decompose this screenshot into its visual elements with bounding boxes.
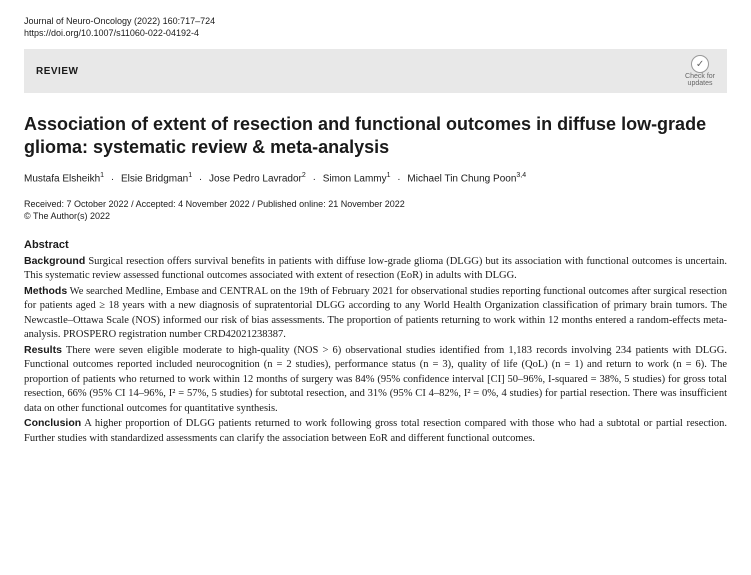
background-text: Surgical resection offers survival benef… bbox=[24, 256, 727, 281]
author-2-aff: 1 bbox=[188, 172, 192, 179]
check-label-1: Check for bbox=[685, 73, 715, 80]
check-label-2: updates bbox=[688, 80, 713, 87]
conclusion-label: Conclusion bbox=[24, 417, 81, 429]
journal-line: Journal of Neuro-Oncology (2022) 160:717… bbox=[24, 16, 727, 28]
article-dates: Received: 7 October 2022 / Accepted: 4 N… bbox=[24, 199, 727, 209]
author-1: Mustafa Elsheikh bbox=[24, 174, 100, 185]
author-2: Elsie Bridgman bbox=[121, 174, 188, 185]
methods-label: Methods bbox=[24, 285, 67, 297]
author-5-aff: 3,4 bbox=[516, 172, 526, 179]
methods-text: We searched Medline, Embase and CENTRAL … bbox=[24, 286, 727, 340]
review-label: REVIEW bbox=[36, 66, 78, 77]
doi-link[interactable]: https://doi.org/10.1007/s11060-022-04192… bbox=[24, 28, 727, 40]
results-text: There were seven eligible moderate to hi… bbox=[24, 345, 727, 414]
article-title: Association of extent of resection and f… bbox=[24, 113, 727, 158]
conclusion-text: A higher proportion of DLGG patients ret… bbox=[24, 418, 727, 443]
author-3: Jose Pedro Lavrador bbox=[209, 174, 302, 185]
abstract-heading: Abstract bbox=[24, 239, 727, 251]
check-updates-icon: ✓ bbox=[691, 55, 709, 73]
abstract-body: Background Surgical resection offers sur… bbox=[24, 254, 727, 446]
review-bar: REVIEW ✓ Check for updates bbox=[24, 49, 727, 93]
author-3-aff: 2 bbox=[302, 172, 306, 179]
authors-line: Mustafa Elsheikh1 · Elsie Bridgman1 · Jo… bbox=[24, 172, 727, 184]
author-5: Michael Tin Chung Poon bbox=[407, 174, 516, 185]
check-updates-badge[interactable]: ✓ Check for updates bbox=[685, 55, 715, 87]
author-1-aff: 1 bbox=[100, 172, 104, 179]
results-label: Results bbox=[24, 344, 62, 356]
background-label: Background bbox=[24, 255, 85, 267]
author-4: Simon Lammy bbox=[323, 174, 387, 185]
header-meta: Journal of Neuro-Oncology (2022) 160:717… bbox=[24, 16, 727, 39]
author-4-aff: 1 bbox=[387, 172, 391, 179]
copyright-line: © The Author(s) 2022 bbox=[24, 211, 727, 221]
